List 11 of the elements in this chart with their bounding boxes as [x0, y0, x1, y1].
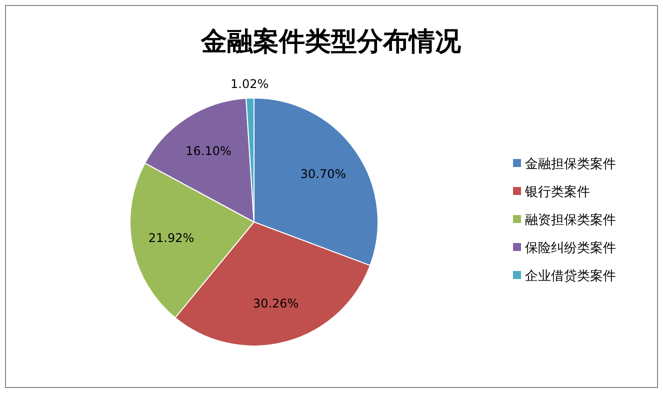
- data-label: 30.70%: [300, 166, 346, 181]
- legend-label: 融资担保类案件: [525, 212, 616, 228]
- legend-label: 企业借贷类案件: [525, 268, 616, 284]
- data-label: 30.26%: [252, 296, 299, 310]
- data-label: 21.92%: [148, 231, 194, 246]
- data-label: 16.10%: [186, 144, 232, 158]
- chart-title: 金融案件类型分布情况: [200, 27, 462, 57]
- legend-label: 金融担保类案件: [525, 156, 616, 172]
- data-label: 1.02%: [230, 77, 269, 92]
- legend-label: 银行类案件: [524, 184, 590, 200]
- legend-label: 保险纠纷类案件: [525, 240, 616, 256]
